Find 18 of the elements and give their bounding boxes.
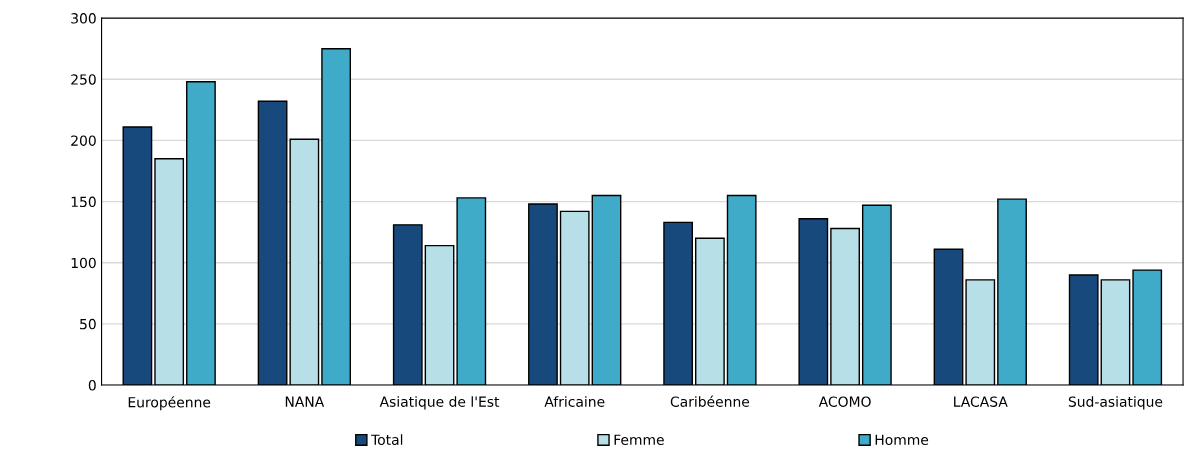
x-tick-label: ACOMO: [818, 396, 871, 407]
x-tick-label: LACASA: [954, 396, 1008, 407]
x-tick-label: Asiatique de l'Est: [379, 396, 500, 410]
x-tick-label: Sud-asiatique: [1068, 396, 1163, 410]
y-tick-label: 200: [71, 135, 96, 146]
y-tick-label: 0: [88, 380, 96, 391]
y-tick-label: 50: [80, 318, 96, 330]
y-tick-label: 300: [71, 13, 96, 24]
y-tick-label: 250: [71, 74, 96, 85]
legend-label: Homme: [875, 434, 929, 445]
x-tick-label: NANA: [285, 396, 325, 407]
x-tick-label: Européenne: [128, 396, 211, 411]
y-tick-label: 100: [71, 257, 96, 269]
legend-label: Femme: [614, 434, 664, 445]
x-tick-label: Caribéenne: [670, 395, 750, 407]
legend-label: Total: [371, 434, 403, 445]
x-tick-label: Africaine: [544, 396, 605, 407]
y-tick-label: 150: [71, 196, 96, 208]
